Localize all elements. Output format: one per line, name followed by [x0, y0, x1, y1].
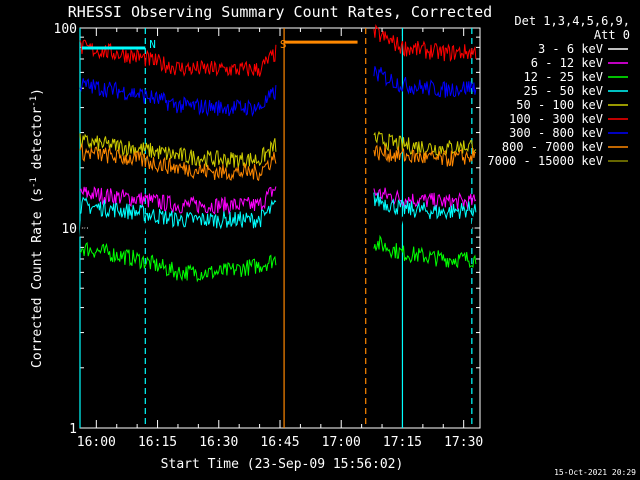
annotation-label: N — [149, 38, 156, 51]
y-axis: 1 10 100 — [54, 22, 480, 437]
x-tick-label: 16:45 — [260, 435, 299, 450]
generated-timestamp: 15-Oct-2021 20:29 — [554, 468, 636, 477]
series-line — [79, 142, 277, 182]
x-tick-label: 17:30 — [444, 435, 483, 450]
plot-area — [79, 27, 481, 429]
x-tick-label: 17:00 — [322, 435, 361, 450]
legend-label: 100 - 300 keV — [509, 112, 603, 126]
legend-label: 800 - 7000 keV — [502, 140, 603, 154]
y-axis-label-sup1: -1 — [29, 177, 39, 188]
y-tick-label: 100 — [54, 22, 77, 37]
series-line — [79, 196, 277, 230]
x-tick-label: 16:30 — [199, 435, 238, 450]
legend-label: 7000 - 15000 keV — [487, 154, 603, 168]
legend-label: 25 - 50 keV — [524, 84, 603, 98]
legend-header-line1: Det 1,3,4,5,6,9, — [514, 14, 630, 28]
series-line — [79, 78, 277, 117]
y-axis-label-part2: detector — [30, 107, 45, 178]
series-line — [79, 219, 277, 248]
series-line — [373, 201, 477, 232]
legend-label: 6 - 12 keV — [531, 56, 603, 70]
x-tick-label: 16:00 — [77, 435, 116, 450]
y-axis-label-sup2: -1 — [29, 96, 39, 107]
series-line — [373, 66, 477, 98]
chart-title: RHESSI Observing Summary Count Rates, Co… — [68, 3, 492, 21]
legend-label: 12 - 25 keV — [524, 70, 603, 84]
y-tick-label: 1 — [69, 422, 77, 437]
x-tick-label: 16:15 — [138, 435, 177, 450]
x-axis: 16:00 16:15 16:30 16:45 17:00 17:15 17:30 — [77, 28, 483, 450]
series-line — [373, 192, 477, 221]
y-axis-label: Corrected Count Rate (s-1 detector-1) — [29, 88, 45, 368]
series-group — [79, 23, 477, 283]
legend-label: 50 - 100 keV — [516, 98, 603, 112]
x-tick-label: 17:15 — [383, 435, 422, 450]
annotation-label: S — [280, 38, 287, 51]
legend-header-line2: Att 0 — [594, 28, 630, 42]
series-line — [373, 23, 477, 62]
series-line — [373, 187, 477, 211]
series-line — [79, 241, 277, 283]
series-line — [79, 39, 277, 77]
series-line — [373, 234, 477, 269]
legend-label: 3 - 6 keV — [538, 42, 603, 56]
legend-label: 300 - 800 keV — [509, 126, 603, 140]
y-axis-label-part1: Corrected Count Rate (s — [30, 188, 45, 368]
plot-frame — [79, 27, 481, 429]
series-line — [373, 130, 477, 158]
y-tick-label: 10 — [61, 222, 77, 237]
series-line — [373, 144, 477, 167]
series-line — [79, 133, 277, 169]
y-axis-label-part3: ) — [30, 88, 45, 96]
x-axis-label: Start Time (23-Sep-09 15:56:02) — [161, 457, 404, 472]
series-line — [79, 186, 277, 215]
